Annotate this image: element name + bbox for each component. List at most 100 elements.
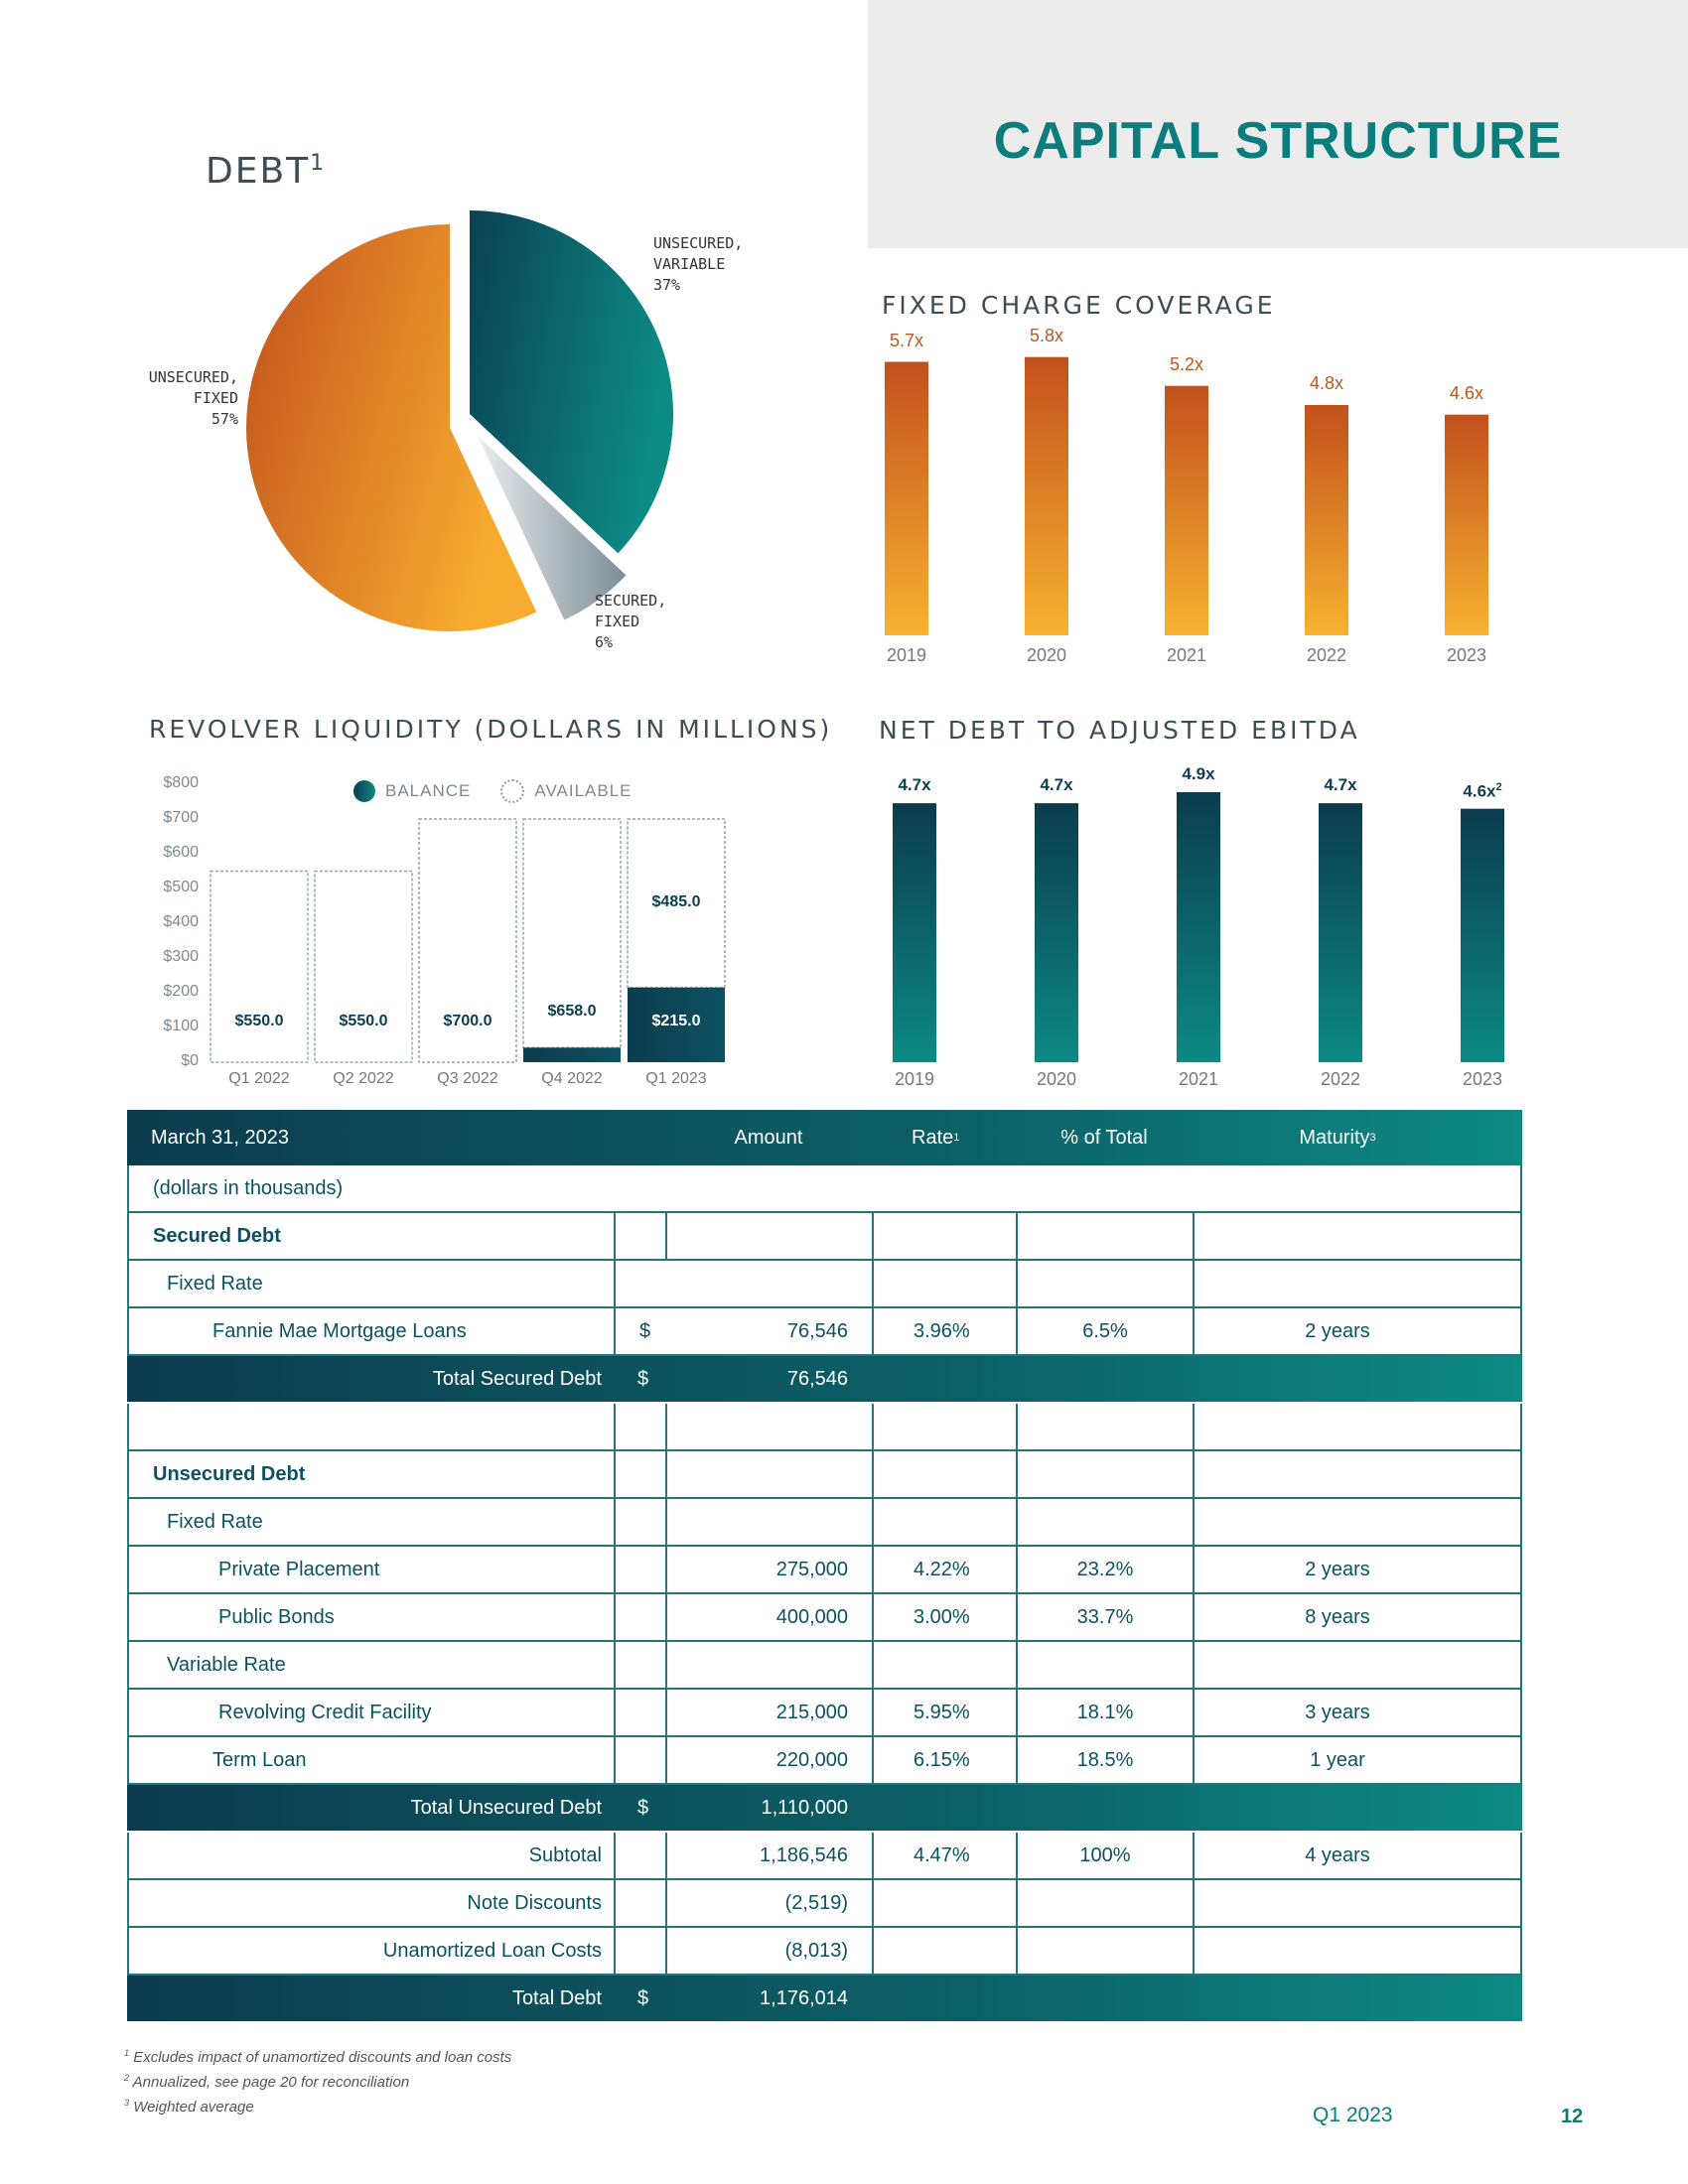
private-pct: 23.2% xyxy=(1018,1547,1195,1592)
public-rate: 3.00% xyxy=(874,1594,1018,1640)
fcc-year-2019: 2019 xyxy=(886,645,927,665)
empty-cell xyxy=(1195,1642,1520,1688)
total-debt-amount: 1,176,014 xyxy=(760,1986,848,2009)
net-debt-year-2019: 2019 xyxy=(894,1069,935,1089)
empty-cell xyxy=(874,1642,1018,1688)
empty-cell xyxy=(1018,1928,1195,1974)
legend-balance-label: BALANCE xyxy=(385,781,472,800)
loan-costs-amount: (8,013) xyxy=(667,1928,874,1974)
subtotal-pct: 100% xyxy=(1018,1833,1195,1878)
note-discounts-label: Note Discounts xyxy=(129,1880,616,1926)
table-row-fixed-rate-2: Fixed Rate xyxy=(127,1499,1522,1547)
table-row-note-discounts: Note Discounts (2,519) xyxy=(127,1880,1522,1928)
revolver-quarter-label: Q1 2023 xyxy=(645,1070,707,1087)
table-row-total-secured: Total Secured Debt $ 76,546 xyxy=(127,1356,1522,1404)
term-pct: 18.5% xyxy=(1018,1737,1195,1783)
empty-cell xyxy=(1195,1928,1520,1974)
debt-title-footnote: 1 xyxy=(310,151,327,176)
revolver-available-value: $658.0 xyxy=(547,1003,597,1020)
fcc-value-2020: 5.8x xyxy=(1029,325,1064,345)
header-maturity: Maturity 3 xyxy=(1193,1110,1522,1165)
fcc-value-2022: 4.8x xyxy=(1309,373,1344,393)
fixed-charge-title: FIXED CHARGE COVERAGE xyxy=(882,291,1276,320)
header-maturity-footnote: 3 xyxy=(1369,1132,1376,1144)
fcc-bar-2021 xyxy=(1165,385,1208,635)
footer-period: Q1 2023 xyxy=(1313,2104,1393,2126)
empty-cell xyxy=(1016,1976,1193,2021)
empty-cell xyxy=(1193,1785,1522,1831)
table-row-subtotal: Subtotal 1,186,546 4.47% 100% 4 years xyxy=(127,1833,1522,1880)
empty-cell xyxy=(1195,1213,1520,1259)
empty-cell xyxy=(1195,1499,1520,1545)
net-debt-bar-2020 xyxy=(1035,803,1078,1062)
pie-slice-unsecured-fixed xyxy=(246,224,537,631)
revolver-y-tick: $100 xyxy=(163,1018,199,1034)
empty-cell xyxy=(616,1594,667,1640)
pie-label-line: UNSECURED, xyxy=(653,234,744,252)
revolver-quarter-label: Q1 2022 xyxy=(228,1070,290,1087)
empty-cell xyxy=(874,1404,1018,1449)
total-secured-amount: 76,546 xyxy=(786,1367,848,1390)
empty-cell xyxy=(616,1737,667,1783)
term-name: Term Loan xyxy=(129,1737,616,1783)
net-debt-year-2020: 2020 xyxy=(1036,1069,1077,1089)
header-band xyxy=(868,0,1688,248)
empty-cell xyxy=(616,1213,667,1259)
public-pct: 33.7% xyxy=(1018,1594,1195,1640)
empty-cell xyxy=(616,1451,667,1497)
term-rate: 6.15% xyxy=(874,1737,1018,1783)
footnote-num: 1 xyxy=(124,2048,130,2058)
total-unsecured-label: Total Unsecured Debt xyxy=(410,1796,602,1819)
revolver-legend: BALANCE AVAILABLE xyxy=(353,779,633,803)
pie-label-line: VARIABLE xyxy=(653,255,726,273)
net-debt-chart xyxy=(893,792,1504,1062)
revolver-available-value: $700.0 xyxy=(443,1013,492,1029)
revolver-balance-value: $215.0 xyxy=(651,1013,701,1030)
table-row-variable-rate: Variable Rate xyxy=(127,1642,1522,1690)
subtotal-label: Subtotal xyxy=(129,1833,616,1878)
empty-cell xyxy=(1018,1213,1195,1259)
total-secured-dollar: $ xyxy=(637,1367,649,1390)
fcc-year-2022: 2022 xyxy=(1306,645,1347,665)
table-row-private: Private Placement 275,000 4.22% 23.2% 2 … xyxy=(127,1547,1522,1594)
empty-cell xyxy=(1018,1261,1195,1306)
header-pct: % of Total xyxy=(1060,1126,1148,1149)
empty-cell xyxy=(1016,1356,1193,1402)
total-unsecured-amount: 1,110,000 xyxy=(761,1796,849,1819)
table-row-public: Public Bonds 400,000 3.00% 33.7% 8 years xyxy=(127,1594,1522,1642)
revolver-y-tick: $0 xyxy=(181,1052,199,1069)
fannie-pct: 6.5% xyxy=(1018,1308,1195,1354)
empty-cell xyxy=(874,1880,1018,1926)
revolver-y-tick: $400 xyxy=(163,913,199,930)
fcc-year-2023: 2023 xyxy=(1446,645,1487,665)
fixed-charge-chart xyxy=(885,356,1488,635)
table-row-fannie: Fannie Mae Mortgage Loans $ 76,546 3.96%… xyxy=(127,1308,1522,1356)
empty-cell xyxy=(1195,1880,1520,1926)
empty-cell xyxy=(1018,1642,1195,1688)
footnotes: 1 Excludes impact of unamortized discoun… xyxy=(124,2043,511,2117)
revolver-quarter-label: Q2 2022 xyxy=(333,1070,394,1087)
net-debt-bar-2019 xyxy=(893,803,936,1062)
table-header-row: March 31, 2023 Amount Rate 1 % of Total M… xyxy=(127,1110,1522,1165)
revolving-pct: 18.1% xyxy=(1018,1690,1195,1735)
page-number: 12 xyxy=(1561,2106,1584,2127)
footnote-text: Weighted average xyxy=(133,2099,254,2116)
net-debt-bar-2023 xyxy=(1461,808,1504,1062)
footnote-3: 3 Weighted average xyxy=(124,2093,511,2117)
footnote-text: Excludes impact of unamortized discounts… xyxy=(133,2049,512,2066)
empty-cell xyxy=(1193,1356,1522,1402)
empty-cell xyxy=(667,1261,874,1306)
table-row-total-debt: Total Debt $ 1,176,014 xyxy=(127,1976,1522,2023)
pie-label-unsecured-fixed: UNSECURED, FIXED 57% xyxy=(134,367,238,430)
footnote-num: 2 xyxy=(124,2073,130,2083)
net-debt-year-2023: 2023 xyxy=(1462,1069,1503,1089)
pie-label-unsecured-variable: UNSECURED, VARIABLE 37% xyxy=(653,233,743,296)
fcc-year-2021: 2021 xyxy=(1166,645,1207,665)
table-row-units: (dollars in thousands) xyxy=(127,1165,1522,1213)
fcc-bar-2023 xyxy=(1445,414,1488,635)
revolver-available-value: $550.0 xyxy=(234,1013,284,1029)
revolver-y-tick: $300 xyxy=(163,948,199,965)
fannie-amount: 76,546 xyxy=(667,1308,874,1354)
empty-cell xyxy=(874,1451,1018,1497)
footnote-text: Annualized, see page 20 for reconciliati… xyxy=(132,2074,410,2091)
